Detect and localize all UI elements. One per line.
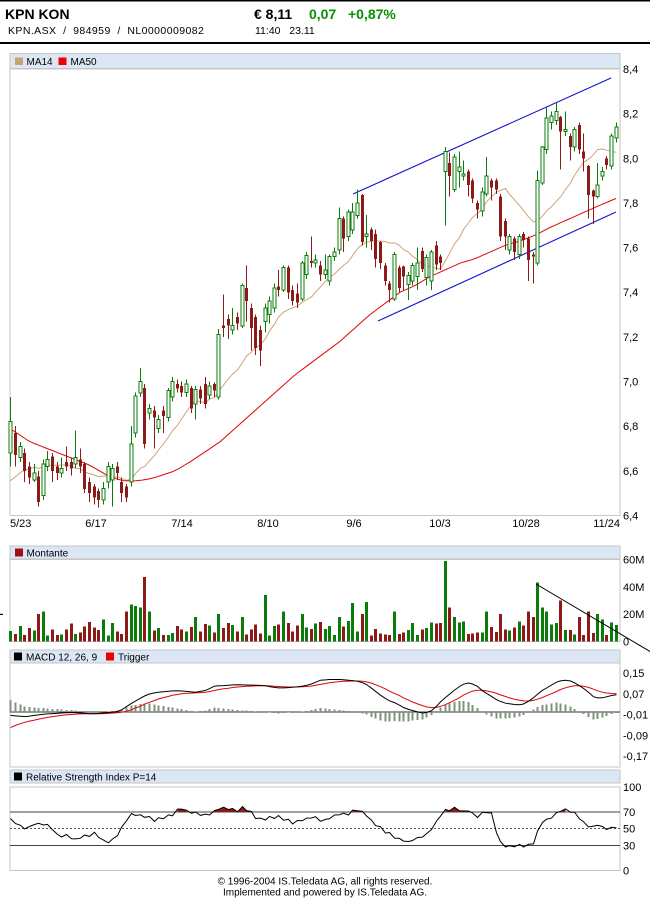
svg-text:8,4: 8,4 — [623, 64, 638, 76]
svg-text:7,2: 7,2 — [623, 332, 638, 344]
svg-text:KPN.ASX / 984959 / NL00000: KPN.ASX / 984959 / NL0000009082 — [8, 25, 204, 37]
svg-text:KPN KON: KPN KON — [5, 6, 70, 22]
svg-text:6,6: 6,6 — [623, 466, 638, 478]
svg-text:MA14: MA14 — [27, 57, 54, 68]
svg-text:40M: 40M — [623, 582, 644, 594]
svg-text:20M: 20M — [623, 609, 644, 621]
svg-text:8,2: 8,2 — [623, 109, 638, 121]
svg-text:-0,17: -0,17 — [623, 751, 648, 763]
svg-text:100: 100 — [623, 782, 641, 794]
svg-text:11/24: 11/24 — [593, 518, 620, 530]
svg-text:30: 30 — [623, 840, 635, 852]
svg-text:+0,87%: +0,87% — [348, 6, 396, 22]
svg-text:0: 0 — [623, 865, 629, 877]
svg-text:MA50: MA50 — [71, 57, 98, 68]
svg-text:6,4: 6,4 — [623, 511, 638, 523]
svg-text:© 1996-2004 IS.Teledata AG, al: © 1996-2004 IS.Teledata AG, all rights r… — [218, 877, 433, 888]
svg-text:0,15: 0,15 — [623, 668, 644, 680]
svg-text:-0,09: -0,09 — [623, 730, 648, 742]
svg-text:70: 70 — [623, 807, 635, 819]
svg-text:10/28: 10/28 — [512, 518, 540, 530]
svg-text:6,8: 6,8 — [623, 421, 638, 433]
svg-text:0,07: 0,07 — [309, 6, 336, 22]
svg-text:50: 50 — [623, 824, 635, 836]
svg-text:0: 0 — [623, 637, 629, 649]
svg-text:8/10: 8/10 — [257, 518, 278, 530]
svg-text:8,0: 8,0 — [623, 153, 638, 165]
svg-text:7/14: 7/14 — [171, 518, 192, 530]
svg-text:Trigger: Trigger — [118, 653, 150, 664]
svg-text:MACD 12, 26, 9: MACD 12, 26, 9 — [26, 653, 98, 664]
svg-text:10/3: 10/3 — [429, 518, 450, 530]
svg-text:9/6: 9/6 — [346, 518, 361, 530]
svg-text:0,07: 0,07 — [623, 689, 644, 701]
svg-text:Relative Strength Index P=14: Relative Strength Index P=14 — [26, 773, 157, 784]
svg-text:7,8: 7,8 — [623, 198, 638, 210]
svg-text:Implemented and powered by IS.: Implemented and powered by IS.Teledata A… — [223, 888, 427, 899]
svg-text:€ 8,11: € 8,11 — [254, 6, 292, 22]
svg-text:60M: 60M — [623, 554, 644, 566]
svg-text:7,0: 7,0 — [623, 377, 638, 389]
svg-text:11:40 23.11: 11:40 23.11 — [255, 25, 315, 37]
svg-text:Montante: Montante — [27, 549, 69, 560]
svg-text:7,4: 7,4 — [623, 287, 638, 299]
svg-text:6/17: 6/17 — [85, 518, 106, 530]
svg-text:5/23: 5/23 — [10, 518, 31, 530]
svg-text:-0,01: -0,01 — [623, 710, 648, 722]
svg-text:7,6: 7,6 — [623, 243, 638, 255]
